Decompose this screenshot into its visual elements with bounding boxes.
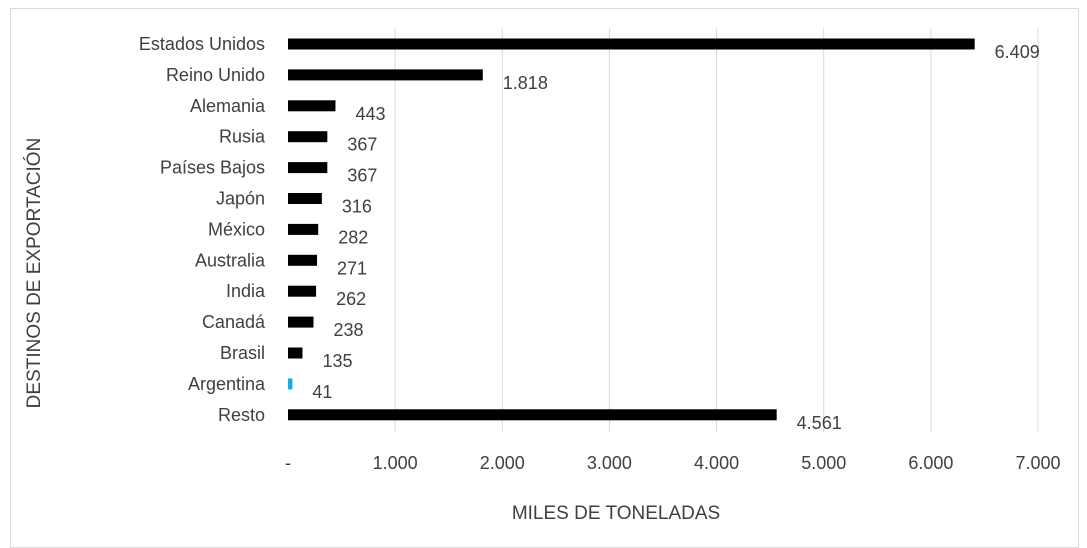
category-label: Alemania: [190, 96, 266, 116]
value-label: 367: [347, 135, 377, 155]
category-label: Estados Unidos: [139, 34, 265, 54]
x-tick-label: 4.000: [694, 453, 739, 473]
label-layer: - 1.000 2.000 3.000 4.000 5.000 6.000 7.000 Esta…: [139, 34, 1061, 473]
bar-chart: - 1.000 2.000 3.000 4.000 5.000 6.000 7.000 Esta…: [23, 28, 1061, 524]
value-label: 443: [355, 104, 385, 124]
value-label: 262: [336, 289, 366, 309]
value-label: 271: [337, 258, 367, 278]
x-axis-title: MILES DE TONELADAS: [512, 503, 720, 524]
category-label: Argentina: [188, 374, 266, 394]
x-tick-label: 2.000: [480, 453, 525, 473]
bar: [288, 162, 328, 174]
category-label: Reino Unido: [166, 65, 265, 85]
bar-layer: [288, 38, 975, 421]
y-axis-title: DESTINOS DE EXPORTACIÓN: [23, 138, 45, 409]
bar: [288, 131, 328, 143]
category-label: Resto: [218, 405, 265, 425]
grid-layer: [394, 28, 1039, 432]
bar: [288, 316, 314, 328]
value-label: 1.818: [503, 73, 548, 93]
x-tick-label: 6.000: [908, 453, 953, 473]
x-tick-label: -: [285, 453, 291, 473]
bar: [288, 69, 483, 81]
x-tick-label: 5.000: [801, 453, 846, 473]
category-label: Australia: [195, 250, 266, 270]
category-label: Canadá: [202, 312, 266, 332]
value-label: 316: [342, 197, 372, 217]
value-label: 135: [322, 351, 352, 371]
x-tick-label: 7.000: [1015, 453, 1060, 473]
bar: [288, 223, 319, 235]
category-label: India: [226, 281, 266, 301]
bar: [288, 193, 322, 204]
category-label: Japón: [216, 189, 265, 209]
category-label: Brasil: [220, 343, 265, 363]
category-label: Rusia: [219, 127, 266, 147]
bar: [288, 100, 336, 112]
bar: [288, 409, 777, 421]
bar: [288, 254, 318, 266]
bar: [288, 285, 317, 297]
value-label: 238: [334, 320, 364, 340]
value-label: 4.561: [797, 413, 842, 433]
bar: [288, 38, 975, 50]
value-label: 282: [338, 227, 368, 247]
bar: [288, 347, 303, 359]
value-label: 41: [312, 382, 332, 402]
category-label: Países Bajos: [160, 158, 265, 178]
x-tick-label: 3.000: [587, 453, 632, 473]
value-label: 6.409: [995, 42, 1040, 62]
chart-root: - 1.000 2.000 3.000 4.000 5.000 6.000 7.000 Esta…: [10, 8, 1079, 548]
category-label: México: [208, 219, 265, 239]
value-label: 367: [347, 166, 377, 186]
x-tick-label: 1.000: [373, 453, 418, 473]
bar: [288, 378, 293, 390]
